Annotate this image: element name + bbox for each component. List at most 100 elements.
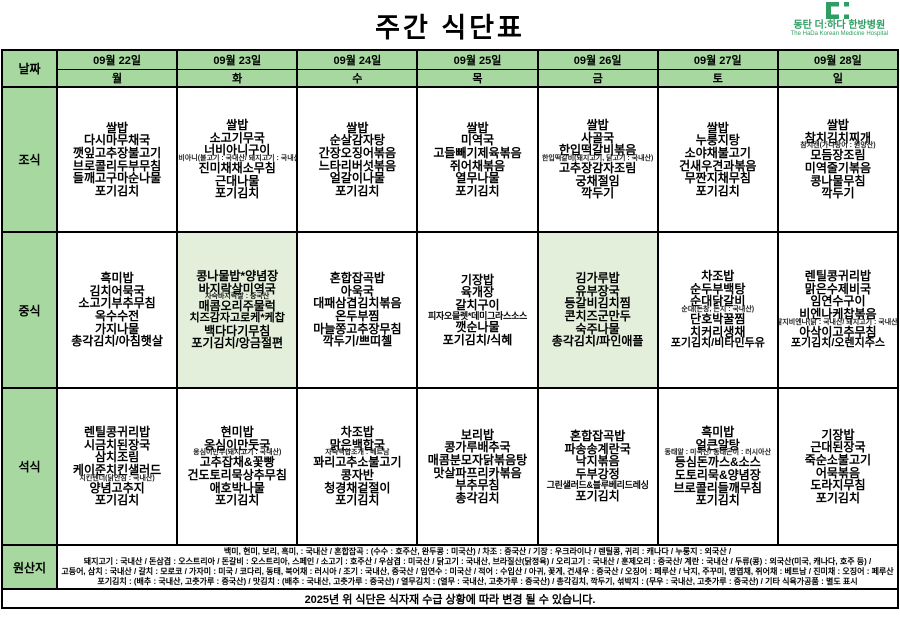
menu-item: 차조밥 [701,270,734,283]
date-cell: 09월 24일 [296,49,419,70]
menu-item-name: 맑은수제비국 [804,281,872,296]
menu-item: 육개장 [461,286,494,299]
note-row: 2025년 위 식단은 식자재 수급 상황에 따라 변경 될 수 있습니다. [1,588,899,609]
menu-item: 임연수구이 [810,295,865,308]
menu-item: 순살감자탕 [330,134,385,147]
menu-item-name: 무짠지채무침 [684,171,751,186]
menu-item-name: 누룽지탕 [695,133,740,148]
menu-item-name: 참치김치찌개 [804,130,872,145]
menu-item: 두부강정 [576,468,620,481]
date-cell: 09월 26일 [536,49,659,70]
menu-item-name: 얼큰알탕 [695,437,740,452]
menu-item-name: 총각김치 [455,490,500,505]
origins-label-cell: 원산지 [1,544,58,590]
menu-item-origin-note: 옹심이만두(돼지고기 : 국내산) [193,449,282,457]
menu-item: 파송송계란국 [565,443,631,456]
origins-row: 원산지 백미, 현미, 보리, 흑미, : 국내산 / 혼합잡곡 : (수수 : … [1,544,899,590]
menu-item-name: 미역줄기볶음 [804,161,872,175]
menu-item: 비엔나케찹볶음 탈지비엔나(닭 : 국내산/ 돼지고기 : 국내산) [780,308,896,326]
menu-item: 포기김치 [215,494,259,507]
menu-item: 근대된장국 [810,441,865,454]
menu-item: 소고기부추무침 [78,297,155,310]
origins-line: 백미, 현미, 보리, 흑미, : 국내산 / 혼합잡곡 : (수수 : 호주산… [223,547,732,556]
menu-item: 차조밥 [341,426,374,439]
menu-item-name: 옹심이만둣국 [204,437,271,452]
menu-item-name: 쌀밥 [226,118,249,133]
menu-item-name: 임연수구이 [810,294,866,309]
menu-item-name: 깍두기 [821,186,855,201]
menu-item-origin-note: 너비아니(불고기 : 국내산/ 돼지고기 : 국내산) [177,155,298,162]
menu-item: 고들빼기제육볶음 [433,147,521,160]
menu-item-origin-note: 자숙바지락살 : 중국산 [205,293,270,301]
menu-item-name: 브로콜리들깨무침 [673,480,762,495]
menu-item-name: 차조밥 [340,425,374,440]
menu-item: 숙주나물 [576,322,620,336]
menu-item-name: 낙지볶음 [575,454,620,469]
menu-item: 깻잎고추장불고기 [73,147,161,160]
menu-item: 김가루밥 [576,272,620,285]
menu-item: 렌틸콩귀리밥 [84,426,150,439]
menu-item: 유부장국 [576,285,620,298]
menu-item-name: 그린샐러드&블루베리드레싱 [546,479,649,490]
menu-cell: 보리밥 콩가루배추국 매콤분모자닭볶음탕 맛살파프리카볶음 부추무침 총각김치 [416,387,539,546]
menu-item-name: 쌀밥 [466,120,489,135]
menu-cell: 차조밥 순두부백탕 순대닭갈비 순대(돈창, 돈지 : 국내산) 단호박꿀찜 치커리생채 포… [656,231,779,389]
menu-item: 궁채절임 [576,174,620,188]
menu-item: 포기김치 [335,185,379,198]
menu-item-name: 포기김치 [455,183,500,198]
menu-item-name: 매콤분모자닭볶음탕 [427,452,528,467]
meal-label-cell: 중식 [1,231,58,389]
menu-item-name: 혼합잡곡밥 [329,271,385,286]
menu-item: 콘치즈군만두 [565,310,631,323]
menu-item: 간장오징어볶음 [319,147,396,160]
menu-item: 미역국 [461,134,494,147]
menu-item: 혼합잡곡밥 [570,430,625,443]
menu-item: 건새우견과볶음 [679,159,756,173]
menu-item-name: 포기김치 [215,493,260,508]
menu-item: 누룽지탕 [696,134,740,147]
menu-item: 온두부찜 [335,310,379,323]
menu-item: 단호박꿀찜 [690,313,745,326]
menu-item-name: 포기김치 [815,490,860,505]
menu-item-name: 포기김치/비타민두유 [670,337,765,350]
menu-item: 양념고추지 [89,480,145,495]
menu-item: 등심돈까스&소스 [675,456,761,469]
menu-item-origin-note: 참치캔(가다랑어 : 원양산) [800,142,876,150]
menu-cell: 흑미밥 김치어묵국 소고기부추무침 옥수수전 가지나물 총각김치/아침햇살 [55,231,179,389]
menu-item: 소고기무국 [210,132,265,145]
menu-item-name: 열무나물 [455,171,500,186]
menu-item-name: 진미채채소무침 [198,161,276,175]
menu-item-name: 마늘쫑고추장무침 [313,321,402,336]
menu-item: 옹심이만둣국 옹심이만두(돼지고기 : 국내산) [193,439,281,457]
menu-item-name: 등심돈까스&소스 [674,455,761,470]
menu-item: 고추장감자조림 [559,162,636,175]
menu-item-name: 근대나물 [215,173,260,188]
menu-item-origin-note: 한입떡갈비(돼지고기, 닭고기 : 국내산) [541,155,654,162]
page-header: 주간 식단표 동탄 더:하다 한방병원 The HaDa Korean Medi… [0,0,900,49]
menu-item-name: 포기김치 [335,493,380,508]
menu-item: 너비아니구이 너비아니(불고기 : 국내산/ 돼지고기 : 국내산) [177,144,298,162]
menu-cell: 렌틸콩귀리밥 시금치된장국 삼치조림 케이준치킨샐러드 치킨텐더(닭안심 : 국내산) 양… [55,387,179,546]
menu-cell: 차조밥 맑은백합국 자숙백합조개 : 베트남 꽈리고추소불고기 콩자반 청경채겉절이 포기김… [296,387,419,546]
menu-item: 가지나물 [95,322,139,336]
origins-line: 포기김치 : (배추 : 국내산, 고춧가루 : 중국산) / 맛김치 : (배… [97,577,858,586]
menu-item-name: 콩나물밥*양념장 [196,269,279,284]
menu-item-name: 양념고추지 [89,480,145,495]
menu-item-name: 바지락살미역국 [198,281,276,296]
menu-item: 도토리묵&양념장 [675,469,761,482]
menu-item: 포기김치 [576,490,620,503]
menu-item-origin-note: 자숙백합조개 : 베트남 [325,449,390,457]
menu-item-name: 쌀밥 [586,118,609,133]
menu-item: 쌀밥 [226,119,248,132]
menu-item: 매콤오리주물럭 [199,300,276,313]
menu-item-name: 소야채불고기 [684,145,751,160]
date-label-cell: 날짜 [1,49,58,88]
menu-item-name: 모듬장조림 [810,148,866,163]
menu-item: 깍두기 [581,187,614,200]
menu-item: 콩나물밥*양념장 [196,270,278,283]
note-cell: 2025년 위 식단은 식자재 수급 상황에 따라 변경 될 수 있습니다. [1,588,899,609]
origins-line: 고등어, 삼치 : 국내산 / 갈치 : 모로코 / 가자미 : 미국 / 코다… [61,567,894,576]
menu-item: 삼치조림 [95,451,139,464]
menu-item: 기장밥 [461,274,494,287]
